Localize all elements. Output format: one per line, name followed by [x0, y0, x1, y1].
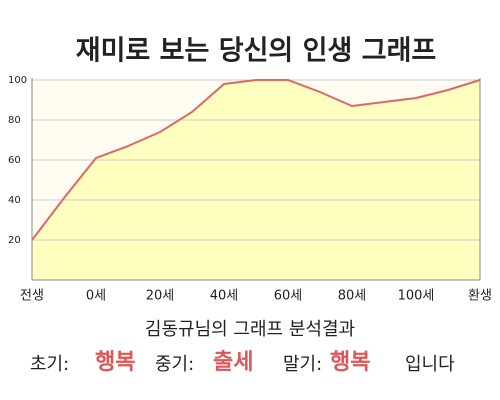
y-tick-label: 100	[8, 75, 27, 86]
plot: 20 40 60 80 100 전생 0세 20세 40세 60세 80세 100세 환생	[8, 75, 492, 304]
y-tick-label: 20	[8, 235, 21, 246]
y-tick-label: 60	[8, 155, 21, 166]
x-tick-label: 0세	[86, 289, 106, 304]
area-fill	[32, 80, 480, 280]
x-tick-label: 80세	[338, 289, 367, 304]
result-label: 초기:	[30, 354, 69, 375]
result-label: 입니다	[405, 354, 455, 375]
x-tick-label: 60세	[274, 289, 303, 304]
x-tick-label: 100세	[398, 289, 435, 304]
y-tick-label: 80	[8, 115, 21, 126]
result-label: 중기:	[155, 354, 194, 375]
result-value: 행복	[95, 350, 135, 375]
chart-title: 재미로 보는 당신의 인생 그래프	[76, 36, 437, 67]
x-tick-label: 환생	[468, 289, 492, 304]
x-tick-label: 40세	[210, 289, 239, 304]
result-value: 행복	[330, 350, 370, 375]
y-tick-label: 40	[8, 195, 21, 206]
line	[31, 79, 481, 241]
result-heading: 김동규님의 그래프 분석결과	[145, 319, 355, 340]
x-tick-label: 20세	[146, 289, 175, 304]
result-value: 출세	[213, 350, 253, 375]
x-tick-label: 전생	[20, 289, 44, 304]
result-label: 말기:	[283, 354, 322, 375]
